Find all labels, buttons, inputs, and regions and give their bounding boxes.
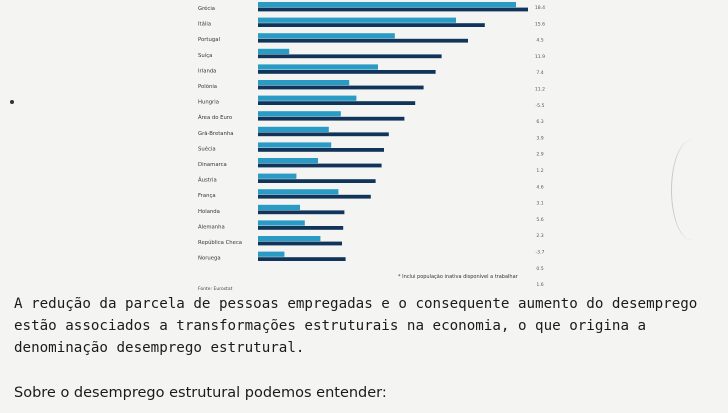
bar-series2-9 — [258, 148, 384, 152]
category-label-12: França — [198, 193, 216, 199]
category-label-1: Itália — [198, 21, 211, 28]
bar-series2-4 — [258, 70, 436, 74]
data-label-8: 3.9 — [536, 135, 543, 141]
paragraph-text: A redução da parcela de pessoas empregad… — [14, 296, 698, 356]
bar-series2-10 — [258, 163, 382, 168]
data-label-1: 15.6 — [535, 21, 545, 27]
bar-series1-15 — [258, 236, 321, 242]
category-label-11: Áustria — [198, 177, 217, 184]
bar-series1-2 — [258, 33, 395, 39]
bar-series2-15 — [258, 241, 342, 246]
category-label-3: Suíça — [198, 52, 212, 59]
data-label-13: 5.6 — [536, 217, 543, 223]
data-label-11: 4.6 — [536, 184, 543, 190]
bar-chart: Grécia Itália Portugal Suíça Irlanda Polónia H… — [198, 2, 546, 292]
data-label-2: 4.5 — [536, 38, 543, 44]
bar-series2-12 — [258, 194, 371, 199]
bar-series1-7 — [258, 111, 341, 117]
category-label-0: Grécia — [198, 5, 215, 12]
category-label-7: Área do Euro — [198, 114, 232, 121]
data-label-10: 1.2 — [536, 168, 543, 174]
bar-series2-13 — [258, 210, 345, 215]
bar-series1-4 — [258, 64, 378, 70]
category-label-16: Noruega — [198, 256, 221, 262]
bar-series1-0 — [258, 2, 516, 8]
data-label-5: 11.2 — [535, 87, 545, 93]
data-label-7: 6.3 — [536, 119, 543, 125]
bar-series1-5 — [258, 80, 350, 86]
bar-series1-6 — [258, 95, 357, 101]
bar-series2-2 — [258, 38, 468, 43]
category-label-5: Polónia — [198, 83, 217, 90]
data-label-6: -5.5 — [536, 103, 545, 109]
bar-series1-12 — [258, 189, 339, 195]
page-curve — [671, 140, 712, 240]
chart-source: Fonte: Eurostat — [198, 286, 233, 292]
category-label-4: Irlanda — [198, 68, 216, 74]
bar-series1-3 — [258, 48, 290, 54]
category-label-8: Grã-Bretanha — [198, 131, 234, 137]
bar-series2-0 — [258, 7, 528, 12]
bar-series2-7 — [258, 116, 405, 121]
category-label-6: Hungria — [198, 100, 219, 106]
bar-series2-1 — [258, 23, 485, 27]
data-label-9: 2.9 — [536, 152, 543, 158]
category-label-10: Dinamarca — [198, 162, 227, 168]
bar-series1-11 — [258, 173, 297, 179]
data-label-14: 2.3 — [536, 233, 543, 239]
data-label-16: 0.5 — [536, 266, 543, 272]
data-label-15: -3.7 — [536, 250, 545, 256]
category-label-13: Holanda — [198, 209, 220, 215]
bar-series1-13 — [258, 204, 300, 210]
bar-series1-1 — [258, 17, 456, 23]
category-label-2: Portugal — [198, 37, 220, 43]
bar-series2-14 — [258, 226, 344, 230]
chart-footnote: * Inclui população inativa disponível a … — [398, 273, 519, 280]
bar-series2-5 — [258, 85, 424, 90]
bar-series2-8 — [258, 132, 389, 137]
bar-series2-6 — [258, 101, 416, 105]
bar-series2-3 — [258, 54, 442, 59]
bar-series1-10 — [258, 158, 318, 164]
bar-series1-8 — [258, 126, 329, 132]
bar-series1-14 — [258, 220, 305, 226]
bar-series1-16 — [258, 251, 285, 257]
data-label-12: 3.1 — [536, 201, 543, 207]
bar-series2-16 — [258, 257, 346, 261]
data-label-4: 7.4 — [536, 70, 543, 76]
bullet-dot — [10, 100, 14, 104]
data-label-3: 11.9 — [535, 54, 545, 60]
category-label-14: Alemanha — [198, 224, 225, 230]
data-label-0: 18.4 — [535, 5, 545, 11]
question-text: Sobre o desemprego estrutural podemos en… — [14, 385, 387, 401]
data-label-17: 1.6 — [536, 282, 543, 288]
bar-series2-11 — [258, 179, 376, 183]
category-label-9: Suécia — [198, 145, 216, 152]
bar-series1-9 — [258, 142, 332, 148]
category-label-15: República Checa — [198, 239, 242, 246]
